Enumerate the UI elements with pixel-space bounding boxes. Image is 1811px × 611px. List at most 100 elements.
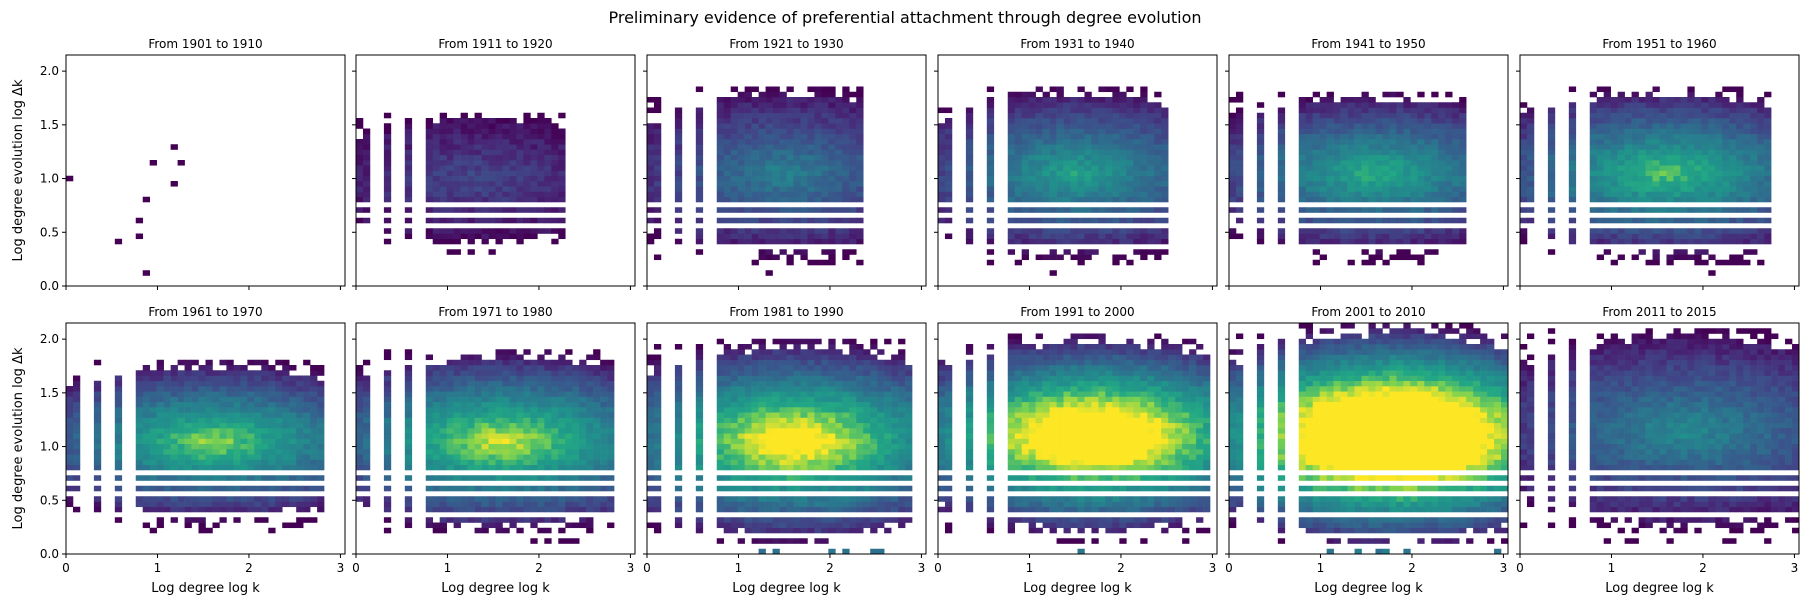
heatmap-cell — [432, 522, 440, 529]
heatmap-cell — [544, 449, 552, 455]
heatmap-cell — [1547, 112, 1556, 119]
heatmap-cell — [1049, 86, 1057, 93]
heatmap-cell — [142, 270, 150, 276]
heatmap-cell — [404, 380, 413, 387]
heatmap-cell — [142, 433, 150, 439]
heatmap-cell — [495, 433, 503, 439]
heatmap-cell — [1673, 107, 1681, 114]
heatmap-cell — [156, 454, 164, 460]
heatmap-cell — [509, 407, 517, 413]
heatmap-cell — [1133, 97, 1141, 103]
heatmap-cell — [509, 196, 517, 203]
heatmap-cell — [772, 149, 780, 156]
heatmap-cell — [289, 485, 297, 492]
heatmap-cell — [1368, 102, 1376, 108]
heatmap-cell — [205, 370, 213, 376]
heatmap-cell — [212, 386, 220, 392]
heatmap-cell — [751, 186, 759, 192]
heatmap-cell — [1035, 107, 1043, 114]
heatmap-cell — [268, 454, 276, 460]
heatmap-cell — [191, 506, 199, 513]
heatmap-cell — [1347, 149, 1355, 156]
heatmap-cell — [1084, 233, 1092, 240]
heatmap-cell — [439, 475, 447, 481]
heatmap-cell — [495, 186, 503, 192]
heatmap-cell — [1631, 102, 1639, 108]
heatmap-cell — [1666, 160, 1674, 166]
heatmap-cell — [289, 459, 297, 466]
heatmap-cell — [1764, 91, 1772, 98]
heatmap-cell — [1652, 128, 1660, 135]
heatmap-cell — [1624, 181, 1632, 187]
heatmap-cell — [786, 170, 794, 177]
heatmap-cell — [1105, 238, 1113, 245]
heatmap-cell — [198, 365, 206, 371]
heatmap-cell — [1277, 186, 1286, 192]
heatmap-cell — [233, 391, 241, 397]
heatmap-cell — [205, 501, 213, 508]
heatmap-cell — [177, 359, 185, 366]
heatmap-cell — [1140, 249, 1148, 255]
heatmap-cell — [786, 217, 794, 224]
heatmap-cell — [1547, 123, 1556, 129]
heatmap-cell — [356, 160, 364, 166]
heatmap-cell — [523, 459, 531, 466]
heatmap-cell — [481, 170, 489, 177]
heatmap-cell — [317, 380, 325, 387]
heatmap-cell — [793, 139, 801, 145]
heatmap-cell — [744, 196, 752, 203]
heatmap-cell — [1417, 160, 1425, 166]
heatmap-cell — [544, 538, 552, 544]
heatmap-cell — [404, 401, 413, 408]
heatmap-cell — [730, 133, 738, 140]
heatmap-cell — [821, 191, 829, 198]
heatmap-cell — [856, 112, 864, 119]
heatmap-cell — [1568, 149, 1577, 156]
heatmap-cell — [1042, 118, 1050, 124]
heatmap-cell — [1424, 249, 1432, 255]
heatmap-cell — [1014, 128, 1022, 135]
heatmap-cell — [1133, 207, 1141, 213]
heatmap-cell — [1063, 217, 1071, 224]
heatmap-cell — [310, 438, 318, 445]
heatmap-cell — [93, 386, 102, 392]
heatmap-cell — [1312, 207, 1320, 213]
heatmap-cell — [1715, 91, 1723, 98]
heatmap-cell — [1361, 165, 1369, 171]
heatmap-cell — [1673, 133, 1681, 140]
heatmap-cell — [184, 370, 192, 376]
heatmap-cell — [765, 149, 773, 156]
heatmap-cell — [474, 170, 482, 177]
heatmap-cell — [481, 386, 489, 392]
heatmap-cell — [551, 501, 559, 508]
heatmap-cell — [198, 449, 206, 455]
heatmap-cell — [219, 506, 227, 513]
heatmap-cell — [730, 128, 738, 135]
heatmap-cell — [254, 501, 262, 508]
heatmap-cell — [516, 207, 524, 213]
heatmap-cell — [1028, 207, 1036, 213]
heatmap-cell — [1526, 207, 1535, 213]
heatmap-cell — [1638, 186, 1646, 192]
heatmap-cell — [779, 107, 787, 114]
heatmap-cell — [1715, 233, 1723, 240]
heatmap-cell — [1333, 128, 1341, 135]
heatmap-cell — [1389, 139, 1397, 145]
heatmap-cell — [1014, 133, 1022, 140]
heatmap-cell — [1666, 191, 1674, 198]
heatmap-cell — [219, 412, 227, 418]
heatmap-cell — [1084, 133, 1092, 140]
heatmap-cell — [1105, 175, 1113, 182]
heatmap-cell — [1589, 91, 1598, 98]
heatmap-cell — [1070, 191, 1078, 198]
heatmap-cell — [219, 401, 227, 408]
heatmap-cell — [737, 186, 745, 192]
heatmap-cell — [446, 375, 454, 382]
heatmap-cell — [1340, 144, 1348, 150]
heatmap-cell — [986, 123, 995, 129]
heatmap-cell — [516, 181, 524, 187]
heatmap-cell — [1091, 191, 1099, 198]
heatmap-cell — [1077, 154, 1085, 161]
heatmap-cell — [460, 412, 468, 418]
heatmap-cell — [453, 359, 461, 366]
